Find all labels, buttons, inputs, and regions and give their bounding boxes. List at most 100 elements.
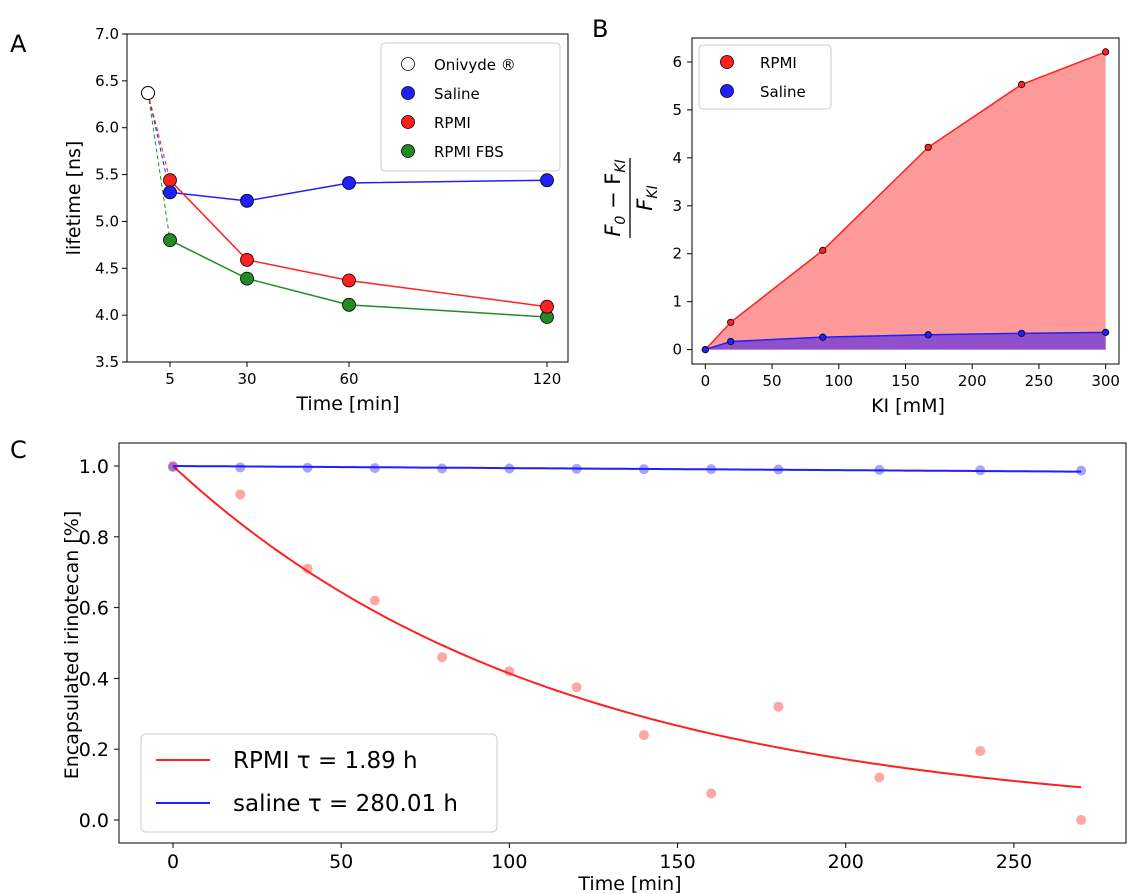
ylabel-fki-sub: KI xyxy=(613,159,629,172)
chart-b-ytick-label: 2 xyxy=(672,245,682,263)
chart-a-point-0 xyxy=(540,173,554,188)
chart-b-legend-marker xyxy=(720,55,734,69)
chart-a-legend-label: Onivyde ® xyxy=(434,56,516,74)
chart-b-legend: RPMI Saline xyxy=(698,44,832,110)
chart-a-ytick-label: 3.5 xyxy=(95,353,119,371)
chart-c-fit-0 xyxy=(172,465,1082,789)
chart-a-line-0 xyxy=(169,179,548,202)
chart-c-point-0 xyxy=(638,730,649,741)
chart-a-frame xyxy=(126,33,569,363)
chart-b-area-saline xyxy=(705,332,1106,350)
ylabel-f0-sub: 0 xyxy=(613,216,629,225)
chart-c-point-0 xyxy=(571,682,582,693)
ylabel-den: F xyxy=(633,198,657,211)
chart-b-line-0 xyxy=(704,51,1106,351)
ylabel-minus: − F xyxy=(601,173,625,216)
chart-c-point-1 xyxy=(302,462,313,473)
chart-b-xtick-label: 50 xyxy=(763,372,782,390)
chart-b-point-0 xyxy=(819,246,827,254)
chart-b-point-1 xyxy=(1017,329,1026,337)
chart-b-ylabel: F0 − FKI F KI xyxy=(601,158,661,238)
chart-c-fit-1 xyxy=(173,465,1082,473)
chart-c-ytick-label: 0.4 xyxy=(79,668,109,690)
chart-a-legend-marker xyxy=(401,57,415,71)
chart-b-point-1 xyxy=(819,333,827,341)
chart-c-point-0 xyxy=(975,745,986,756)
chart-a-ytick-label: 5.0 xyxy=(95,212,119,230)
chart-b-xlabel: KI [mM] xyxy=(871,395,945,417)
chart-a-legend-label: RPMI FBS xyxy=(434,143,504,161)
chart-c-xtick-label: 250 xyxy=(996,851,1032,873)
chart-a-ytick-label: 6.5 xyxy=(95,72,119,90)
chart-a-legend-marker xyxy=(401,86,415,100)
chart-a-point-0 xyxy=(240,193,254,208)
chart-a-line-1 xyxy=(169,179,548,308)
chart-c-point-1 xyxy=(638,464,649,475)
chart-c-legend-box xyxy=(140,733,498,833)
chart-a-dash-2 xyxy=(147,92,171,241)
chart-c-point-0 xyxy=(874,772,885,783)
chart-c-ytick-label: 0.0 xyxy=(79,810,109,832)
chart-a-legend-box xyxy=(380,42,561,172)
svg-text:F0 − FKI: F0 − FKI xyxy=(601,159,629,236)
chart-c-ytick-label: 0.8 xyxy=(79,527,109,549)
chart-a-legend-marker xyxy=(401,144,415,158)
chart-c-point-1 xyxy=(1076,465,1087,476)
chart-c-point-1 xyxy=(706,464,717,475)
chart-c-xtick-label: 100 xyxy=(491,851,527,873)
chart-a-ytick-label: 6.0 xyxy=(95,119,119,137)
chart-b-xtick-label: 0 xyxy=(701,372,711,390)
chart-b-xtick-label: 250 xyxy=(1025,372,1054,390)
chart-b-point-1 xyxy=(1102,328,1110,336)
panel-letter-c: C xyxy=(10,436,27,464)
chart-c: 0.0 0.2 0.4 0.6 0.8 1.0 0 50 100 150 200 250 RPMI τ … xyxy=(79,442,1127,873)
chart-c-ytick-label: 0.6 xyxy=(79,598,109,620)
chart-a-ytick-label: 5.5 xyxy=(95,166,119,184)
chart-b-point-0 xyxy=(727,318,735,326)
chart-a-point-1 xyxy=(163,173,177,188)
chart-b-xtick-label: 300 xyxy=(1091,372,1120,390)
chart-b-xtick-label: 100 xyxy=(824,372,853,390)
chart-a-point-2 xyxy=(240,271,254,286)
chart-a-ytick-label: 4.0 xyxy=(95,306,119,324)
chart-c-point-1 xyxy=(369,463,380,474)
chart-c-xtick-label: 200 xyxy=(828,851,864,873)
chart-c-point-0 xyxy=(302,563,313,574)
chart-b-xtick-label: 150 xyxy=(891,372,920,390)
chart-b-area-rpmi xyxy=(705,51,1106,350)
chart-c-point-1 xyxy=(773,464,784,475)
chart-b-legend-label: Saline xyxy=(760,83,806,101)
chart-a-ylabel: lifetime [ns] xyxy=(63,141,85,256)
chart-a-point-1 xyxy=(540,299,554,314)
chart-b-point-1 xyxy=(727,337,735,346)
chart-a-point-1 xyxy=(342,273,356,288)
chart-c-point-1 xyxy=(571,463,582,474)
chart-b: 0 1 2 3 4 5 6 0 50 100 150 200 250 300 RPMI Saline xyxy=(672,37,1120,390)
chart-c-legend-label: RPMI τ = 1.89 h xyxy=(233,748,418,774)
chart-c-point-1 xyxy=(437,463,448,474)
chart-c-point-0 xyxy=(504,666,515,677)
chart-b-ytick-label: 3 xyxy=(672,197,682,215)
chart-a-xtick-label: 120 xyxy=(533,370,562,388)
chart-a-legend-label: RPMI xyxy=(434,114,471,132)
chart-b-point-1 xyxy=(924,331,932,339)
chart-c-xtick-label: 0 xyxy=(167,851,179,873)
chart-a-initial-point xyxy=(141,86,155,101)
chart-b-ytick-label: 1 xyxy=(672,293,682,311)
chart-c-legend: RPMI τ = 1.89 h saline τ = 280.01 h xyxy=(140,733,498,833)
chart-a-point-0 xyxy=(163,185,177,200)
chart-a-xtick-label: 30 xyxy=(237,370,256,388)
chart-c-ytick-label: 0.2 xyxy=(79,739,109,761)
chart-c-ylabel: Encapsulated irinotecan [%] xyxy=(61,511,83,780)
chart-a-point-0 xyxy=(342,176,356,190)
chart-b-point-0 xyxy=(1017,80,1026,89)
chart-b-point-0 xyxy=(924,143,932,151)
chart-c-point-0 xyxy=(1076,815,1087,825)
chart-a-legend: Onivyde ® Saline RPMI RPMI FBS xyxy=(380,42,561,172)
panel-letter-a: A xyxy=(10,30,27,58)
chart-a-point-2 xyxy=(163,233,177,248)
chart-b-legend-marker xyxy=(720,84,734,98)
chart-b-ytick-label: 4 xyxy=(672,149,682,167)
chart-b-line-1 xyxy=(705,331,1106,351)
chart-c-point-1 xyxy=(504,463,515,474)
